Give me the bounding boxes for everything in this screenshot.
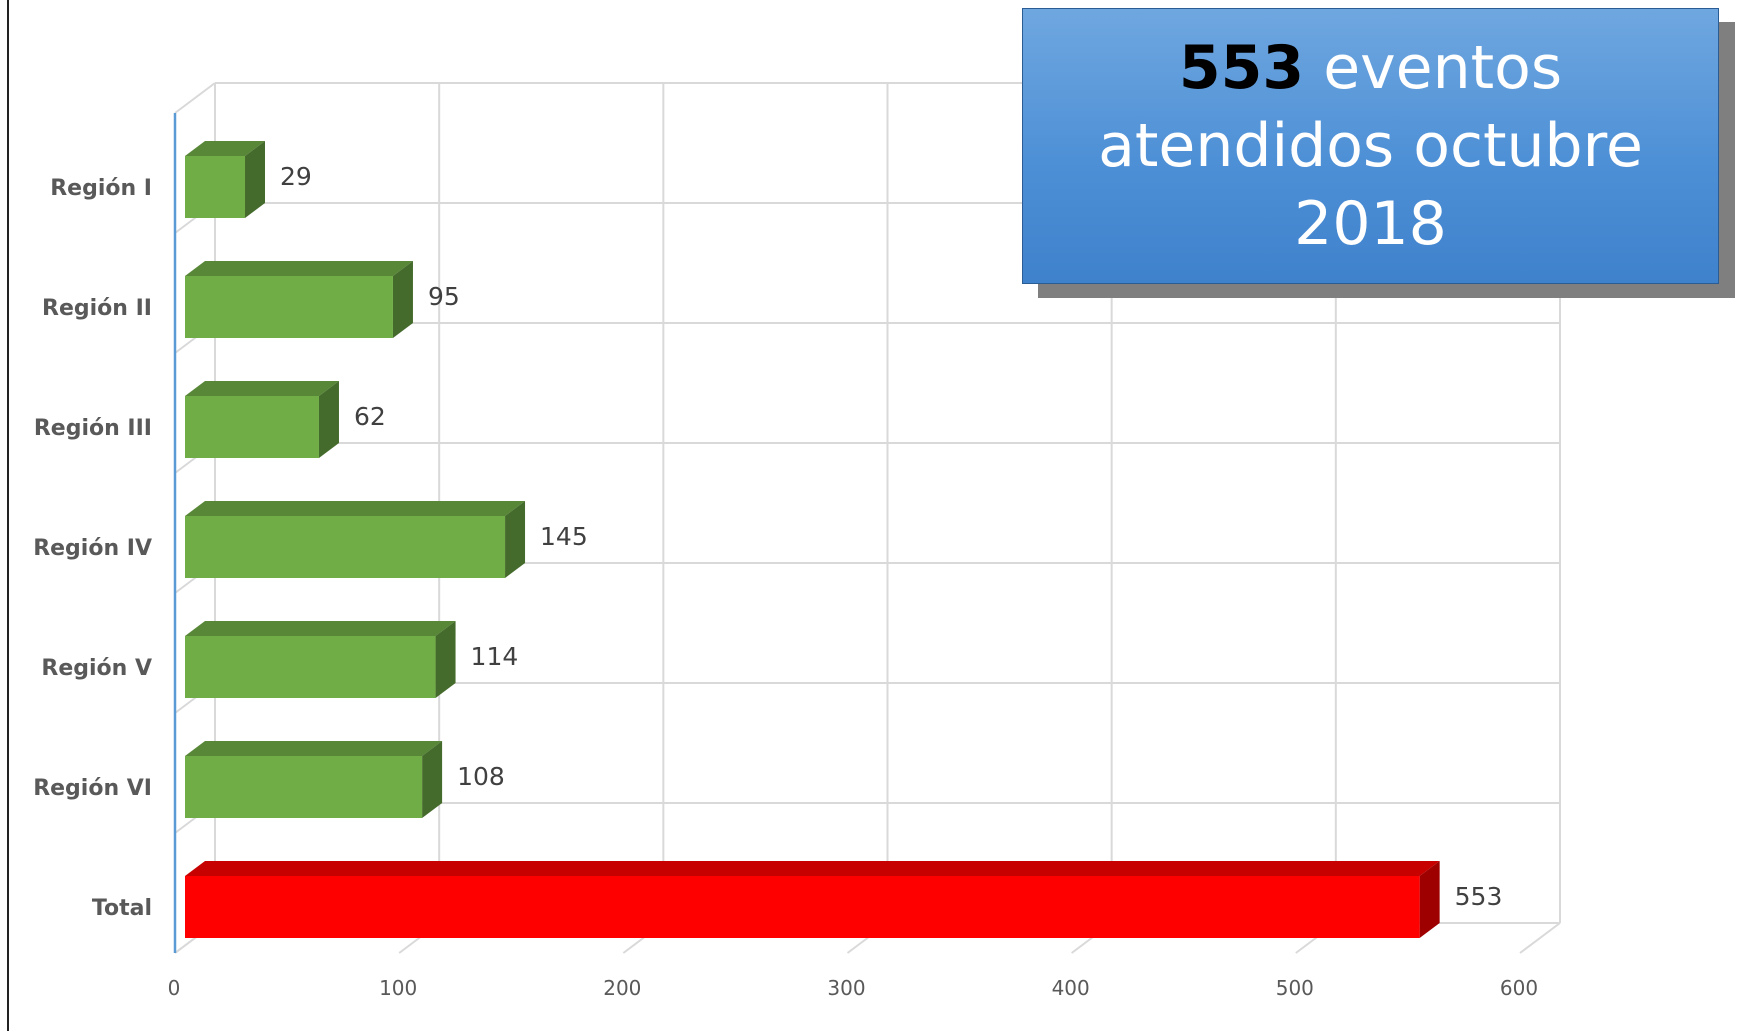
category-label: Región IV — [33, 536, 152, 561]
bar — [185, 636, 436, 698]
x-tick-label: 100 — [379, 976, 417, 1000]
bar-side-face — [392, 261, 413, 338]
category-label: Región III — [34, 416, 152, 441]
bar-top-face — [185, 381, 339, 396]
data-label: 114 — [471, 642, 519, 671]
bar-top-face — [185, 261, 413, 276]
bar-side-face — [422, 741, 443, 818]
data-label: 62 — [354, 402, 386, 431]
data-label: 95 — [428, 282, 460, 311]
x-tick-label: 200 — [603, 976, 641, 1000]
bar-side-face — [318, 381, 339, 458]
bar-top-face — [185, 621, 456, 636]
bar-top-face — [185, 741, 443, 756]
category-label: Región V — [41, 656, 152, 681]
bar-side-face — [1419, 861, 1440, 938]
sidewall-gridline — [174, 82, 216, 114]
x-tick-label: 0 — [168, 976, 181, 1000]
data-label: 29 — [280, 162, 312, 191]
bar-top-face — [185, 141, 266, 156]
category-label: Total — [92, 896, 152, 921]
x-tick-label: 500 — [1276, 976, 1314, 1000]
x-tick-label: 300 — [827, 976, 865, 1000]
x-tick-label: 400 — [1052, 976, 1090, 1000]
bar — [185, 276, 393, 338]
title-number: 553 — [1178, 33, 1305, 103]
bar — [185, 156, 246, 218]
data-label: 145 — [540, 522, 588, 551]
category-label: Región II — [42, 296, 152, 321]
category-label: Región I — [50, 176, 152, 201]
title-box: 553 eventos atendidos octubre 2018 — [1022, 8, 1719, 284]
bar-top-face — [185, 861, 1440, 876]
bar — [185, 396, 319, 458]
bar-side-face — [505, 501, 526, 578]
title-line-1-text: eventos — [1304, 33, 1563, 103]
bar-top-face — [185, 501, 526, 516]
category-label: Región VI — [33, 776, 152, 801]
title-line-1: 553 eventos — [1179, 29, 1562, 107]
bar — [185, 756, 423, 818]
bar — [185, 516, 506, 578]
x-tick-label: 600 — [1500, 976, 1538, 1000]
bar — [185, 876, 1420, 938]
floor-gridline — [1519, 922, 1561, 954]
bar-side-face — [435, 621, 456, 698]
title-line-2: atendidos octubre — [1098, 111, 1643, 181]
bar-side-face — [245, 141, 266, 218]
title-line-3: 2018 — [1294, 189, 1447, 259]
data-label: 553 — [1455, 882, 1503, 911]
data-label: 108 — [457, 762, 505, 791]
left-border — [7, 0, 9, 1031]
